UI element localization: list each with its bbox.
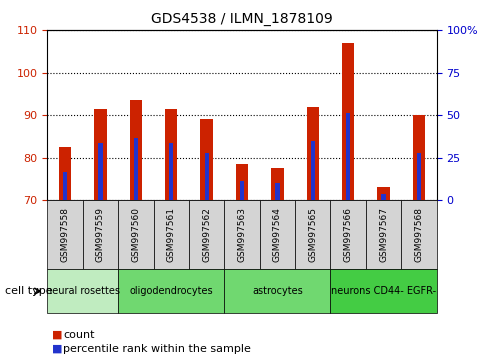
Bar	[342, 43, 354, 200]
Text: GSM997567: GSM997567	[379, 207, 388, 262]
Text: ■: ■	[52, 330, 63, 339]
Text: neurons CD44- EGFR-: neurons CD44- EGFR-	[331, 286, 436, 296]
Bar	[165, 109, 178, 200]
Bar	[346, 113, 350, 200]
Bar	[271, 168, 283, 200]
Text: GSM997558: GSM997558	[60, 207, 69, 262]
Text: GSM997560: GSM997560	[131, 207, 140, 262]
Bar	[275, 183, 279, 200]
Text: GSM997561: GSM997561	[167, 207, 176, 262]
Bar	[59, 147, 71, 200]
Text: GSM997565: GSM997565	[308, 207, 317, 262]
Text: GSM997559: GSM997559	[96, 207, 105, 262]
Bar	[417, 153, 421, 200]
Text: cell type: cell type	[5, 286, 52, 296]
Text: GSM997562: GSM997562	[202, 207, 211, 262]
Text: oligodendrocytes: oligodendrocytes	[129, 286, 213, 296]
Bar	[169, 143, 173, 200]
Bar	[130, 100, 142, 200]
Bar	[413, 115, 425, 200]
Bar	[63, 172, 67, 200]
Text: GSM997563: GSM997563	[238, 207, 247, 262]
Bar	[306, 107, 319, 200]
Bar	[381, 194, 386, 200]
Bar	[205, 153, 209, 200]
Bar	[311, 141, 315, 200]
Bar	[98, 143, 103, 200]
Bar	[134, 138, 138, 200]
Text: GSM997564: GSM997564	[273, 207, 282, 262]
Text: GSM997568: GSM997568	[415, 207, 424, 262]
Title: GDS4538 / ILMN_1878109: GDS4538 / ILMN_1878109	[151, 12, 333, 26]
Text: GSM997566: GSM997566	[344, 207, 353, 262]
Text: count: count	[63, 330, 95, 339]
Text: percentile rank within the sample: percentile rank within the sample	[63, 344, 251, 354]
Text: neural rosettes: neural rosettes	[46, 286, 120, 296]
Text: ■: ■	[52, 344, 63, 354]
Bar	[94, 109, 107, 200]
Bar	[240, 181, 244, 200]
Text: astrocytes: astrocytes	[252, 286, 303, 296]
Bar	[201, 119, 213, 200]
Bar	[377, 187, 390, 200]
Bar	[236, 164, 248, 200]
